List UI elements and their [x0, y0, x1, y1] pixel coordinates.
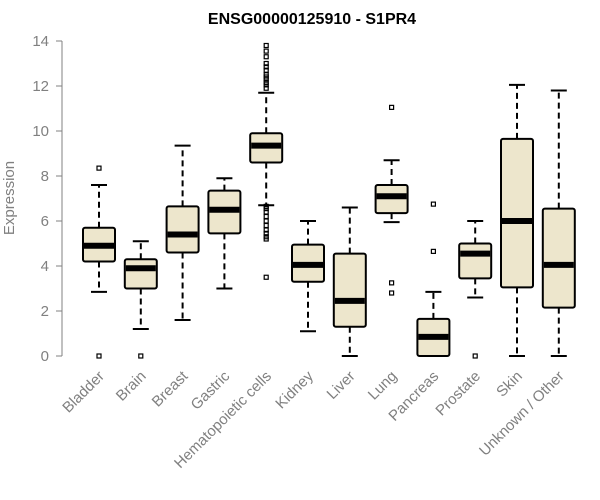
- box-group: [291, 220, 325, 333]
- outlier-point: [263, 85, 269, 91]
- y-tick-label: 14: [32, 33, 49, 50]
- y-tick-label: 8: [41, 168, 49, 185]
- category-label: Bladder: [59, 368, 108, 417]
- box-group: [374, 104, 409, 296]
- outlier-point: [472, 353, 478, 359]
- y-axis-label: Expression: [1, 161, 18, 235]
- category-label: Liver: [324, 368, 359, 403]
- outlier-point: [263, 234, 269, 240]
- outlier-point: [263, 222, 269, 229]
- box-group: [500, 83, 534, 357]
- outlier-point: [263, 60, 269, 67]
- category-label: Prostate: [432, 368, 484, 420]
- outlier-point: [263, 67, 269, 73]
- box: [332, 252, 367, 328]
- box: [458, 242, 493, 280]
- category-label: Brain: [113, 368, 150, 405]
- y-axis: 0 2 4 6 8 10 12 14: [32, 33, 63, 365]
- outlier-point: [263, 64, 269, 70]
- category-label: Skin: [493, 368, 526, 401]
- box-group: [207, 177, 242, 290]
- chart-title: ENSG00000125910 - S1PR4: [208, 11, 416, 28]
- y-tick-label: 0: [41, 348, 49, 365]
- box-group: [82, 165, 116, 359]
- y-tick-label: 12: [32, 78, 49, 95]
- outlier-point: [263, 48, 269, 54]
- outlier-point: [389, 280, 395, 286]
- box-group: [416, 201, 451, 357]
- outlier-point: [263, 54, 269, 60]
- box-group: [541, 89, 576, 357]
- box-group: [458, 220, 493, 359]
- outlier-point: [263, 203, 269, 209]
- outlier-point: [389, 104, 395, 110]
- outlier-point: [263, 230, 269, 236]
- category-label: Kidney: [272, 367, 317, 412]
- outlier-point: [430, 248, 436, 254]
- outlier-point: [263, 209, 269, 215]
- outlier-point: [263, 213, 269, 220]
- box: [165, 205, 200, 254]
- outlier-point: [263, 274, 269, 280]
- category-label: Breast: [149, 367, 192, 410]
- outlier-point: [430, 201, 436, 207]
- box-group: [249, 42, 284, 280]
- outlier-point: [389, 290, 395, 296]
- y-tick-label: 4: [41, 258, 49, 275]
- box-group: [332, 206, 367, 357]
- box-group: [165, 144, 200, 321]
- box: [541, 207, 576, 309]
- plot-area: [82, 42, 576, 359]
- y-tick-label: 10: [32, 123, 49, 140]
- outlier-point: [96, 353, 102, 359]
- category-label: Lung: [365, 368, 401, 404]
- outlier-point: [96, 165, 102, 171]
- y-tick-label: 6: [41, 213, 49, 230]
- outlier-point: [263, 80, 269, 86]
- outlier-point: [263, 218, 269, 224]
- outlier-point: [263, 42, 269, 49]
- box: [500, 137, 534, 289]
- box-group: [123, 240, 158, 359]
- y-tick-label: 2: [41, 303, 49, 320]
- box: [123, 258, 158, 290]
- outlier-point: [138, 353, 144, 359]
